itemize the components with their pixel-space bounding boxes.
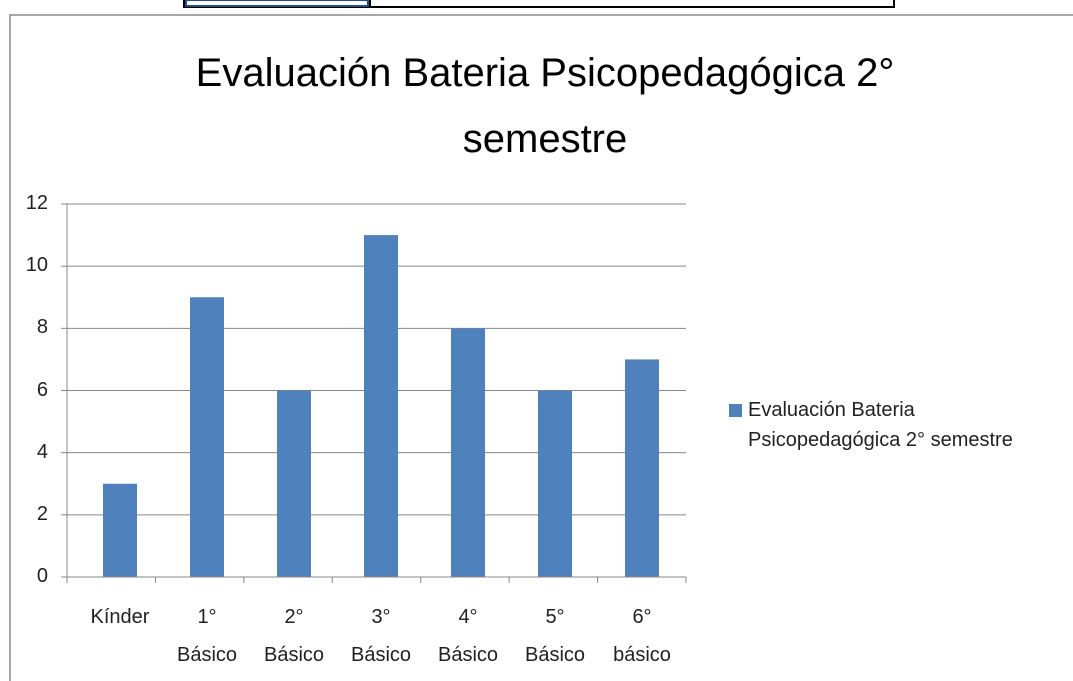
bar <box>538 390 572 577</box>
x-tick-label: 4° Básico <box>437 606 499 666</box>
x-tick-label: 5° Básico <box>524 606 586 666</box>
bar <box>190 297 224 577</box>
y-tick-label: 4 <box>36 440 48 463</box>
y-tick-label: 10 <box>25 254 48 277</box>
chart-title: Evaluación Bateria Psicopedagógica 2° se… <box>195 51 895 161</box>
bar <box>277 390 311 577</box>
bar <box>103 483 137 577</box>
x-tick-label: 6° básico <box>613 606 671 666</box>
table-fragment <box>183 0 895 8</box>
y-tick-label: 8 <box>36 316 48 339</box>
table-cell <box>185 0 369 7</box>
x-tick-label: Kínder <box>90 606 150 628</box>
bar <box>625 359 659 577</box>
bar <box>364 235 398 578</box>
y-tick-label: 2 <box>36 502 48 525</box>
legend-label: Evaluación Bateria Psicopedagógica 2° se… <box>748 399 1013 451</box>
x-tick-label: 2° Básico <box>263 606 325 666</box>
x-tick-label: 3° Básico <box>350 606 412 666</box>
y-tick-label: 12 <box>25 192 48 214</box>
y-tick-label: 6 <box>36 378 48 401</box>
y-tick-label: 0 <box>36 565 48 587</box>
x-tick-label: 1° Básico <box>176 606 238 666</box>
legend-swatch <box>729 404 742 417</box>
chart-border <box>9 14 1073 681</box>
bar <box>451 328 485 577</box>
